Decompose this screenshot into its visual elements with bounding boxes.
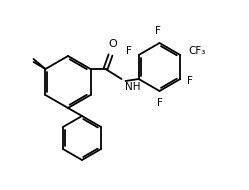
Text: F: F xyxy=(157,98,162,108)
Text: F: F xyxy=(155,26,160,36)
Text: NH: NH xyxy=(124,82,140,92)
Text: O: O xyxy=(108,39,117,49)
Text: F: F xyxy=(126,46,132,56)
Text: CF₃: CF₃ xyxy=(188,46,206,56)
Text: F: F xyxy=(187,76,193,86)
